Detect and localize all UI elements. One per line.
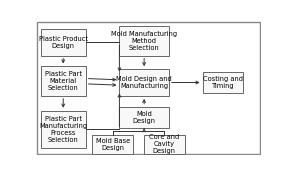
Text: Mold Base
Design: Mold Base Design (95, 138, 130, 151)
FancyBboxPatch shape (119, 26, 169, 56)
Text: Plastic Part
Material
Selection: Plastic Part Material Selection (45, 71, 82, 91)
Text: Mold
Design: Mold Design (133, 111, 156, 124)
Text: Costing and
Timing: Costing and Timing (203, 76, 243, 89)
FancyBboxPatch shape (202, 72, 243, 93)
FancyBboxPatch shape (41, 66, 86, 96)
FancyBboxPatch shape (119, 69, 169, 96)
FancyBboxPatch shape (41, 29, 86, 56)
FancyBboxPatch shape (119, 107, 169, 128)
FancyBboxPatch shape (144, 135, 184, 153)
FancyBboxPatch shape (93, 135, 133, 153)
Text: Plastic Product
Design: Plastic Product Design (39, 36, 88, 49)
Text: Mold Manufacturing
Method
Selection: Mold Manufacturing Method Selection (111, 31, 177, 51)
Text: Mold Design and
Manufacturing: Mold Design and Manufacturing (116, 76, 172, 89)
Text: Core and
Cavity
Design: Core and Cavity Design (149, 134, 180, 154)
FancyBboxPatch shape (41, 111, 86, 148)
Text: Plastic Part
Manufacturing
Process
Selection: Plastic Part Manufacturing Process Selec… (39, 116, 87, 143)
